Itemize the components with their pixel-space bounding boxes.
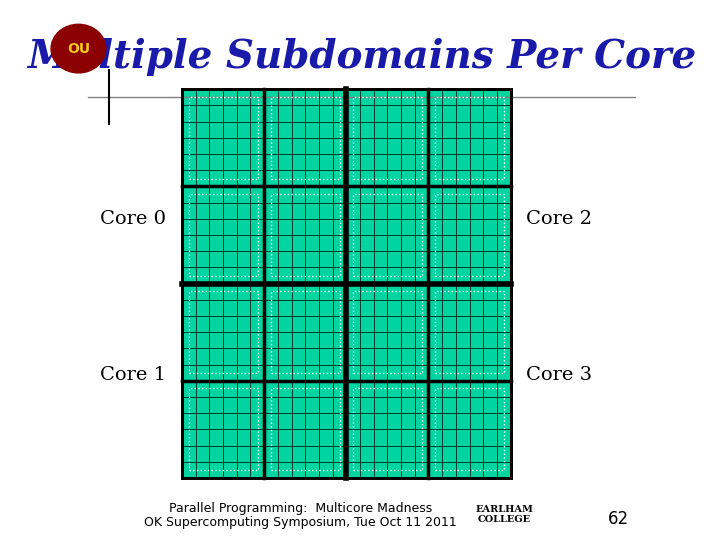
Bar xyxy=(353,388,422,470)
Circle shape xyxy=(51,24,106,73)
Bar xyxy=(271,194,340,276)
Text: OK Supercomputing Symposium, Tue Oct 11 2011: OK Supercomputing Symposium, Tue Oct 11 … xyxy=(144,516,457,529)
Bar xyxy=(189,194,258,276)
Bar xyxy=(353,194,422,276)
Bar xyxy=(353,291,422,373)
Text: Core 2: Core 2 xyxy=(526,210,593,228)
Bar xyxy=(271,291,340,373)
Text: EARLHAM
COLLEGE: EARLHAM COLLEGE xyxy=(476,505,534,524)
Text: OU: OU xyxy=(67,42,90,56)
Bar xyxy=(182,89,510,478)
Bar xyxy=(435,97,504,179)
Bar xyxy=(189,388,258,470)
Bar xyxy=(435,291,504,373)
Text: Core 1: Core 1 xyxy=(100,366,166,384)
Bar xyxy=(271,388,340,470)
Text: Parallel Programming:  Multicore Madness: Parallel Programming: Multicore Madness xyxy=(169,502,432,515)
Bar xyxy=(189,291,258,373)
Text: Core 3: Core 3 xyxy=(526,366,593,384)
Text: 62: 62 xyxy=(608,510,629,529)
Text: Multiple Subdomains Per Core: Multiple Subdomains Per Core xyxy=(27,38,696,76)
Bar xyxy=(182,89,510,478)
Bar xyxy=(435,388,504,470)
Bar xyxy=(271,97,340,179)
Bar xyxy=(435,194,504,276)
Bar xyxy=(353,97,422,179)
Bar xyxy=(189,97,258,179)
Text: Core 0: Core 0 xyxy=(100,210,166,228)
